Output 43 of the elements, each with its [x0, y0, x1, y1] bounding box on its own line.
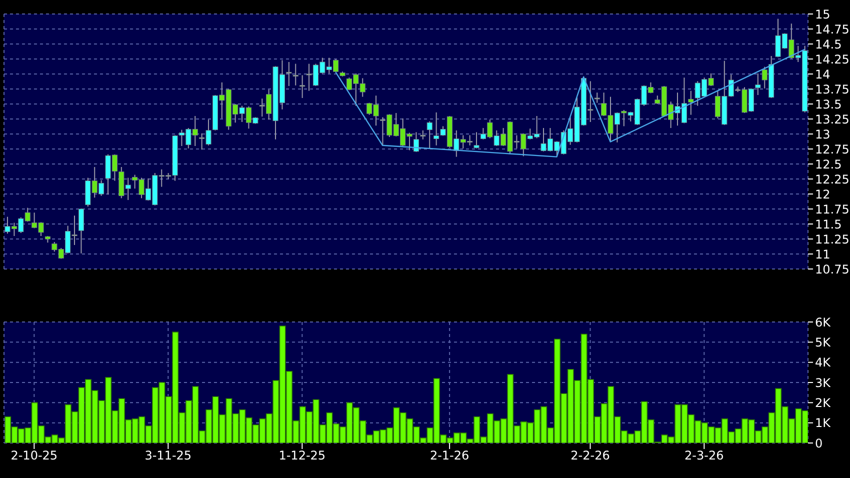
y-tick-label: 4K [815, 356, 832, 370]
y-tick-label: 15 [815, 7, 830, 22]
y-tick-label: 6K [815, 315, 832, 330]
x-tick-label: 2-10-25 [10, 448, 58, 463]
y-tick-label: 1K [815, 416, 832, 430]
y-tick-label: 11 [815, 247, 830, 262]
y-tick-label: 0 [815, 436, 823, 450]
y-tick-label: 14.75 [815, 22, 850, 36]
x-tick-label: 2-2-26 [570, 448, 610, 463]
candlestick [78, 208, 84, 254]
y-tick-label: 3K [815, 376, 832, 390]
y-tick-label: 14.5 [815, 37, 842, 52]
y-tick-label: 12.5 [815, 157, 842, 172]
candlestick [300, 74, 306, 98]
y-tick-label: 11.5 [815, 217, 842, 232]
y-tick-label: 14.25 [815, 52, 850, 66]
y-tick-label: 12 [815, 187, 830, 202]
x-tick-label: 1-12-25 [278, 448, 326, 463]
y-tick-label: 13.25 [815, 112, 850, 126]
candlestick [426, 120, 432, 149]
candlestick [474, 132, 480, 149]
x-tick-label: 3-11-25 [144, 448, 192, 463]
candlestick [688, 90, 694, 116]
y-tick-label: 12.25 [815, 172, 850, 186]
y-tick-label: 14 [815, 67, 830, 82]
y-tick-label: 5K [815, 335, 832, 350]
y-tick-label: 13.5 [815, 97, 842, 112]
candlestick [594, 92, 600, 104]
x-tick-label: 2-3-26 [684, 448, 724, 463]
y-tick-label: 12.75 [815, 142, 850, 156]
line-series [335, 48, 806, 158]
y-tick-label: 2K [815, 396, 832, 410]
y-tick-label: 10.75 [815, 262, 850, 276]
y-tick-label: 11.25 [815, 232, 850, 246]
x-tick-label: 2-1-26 [430, 448, 470, 463]
candlestick [755, 72, 761, 96]
candlestick [292, 63, 298, 86]
candlestick [286, 62, 292, 86]
y-tick-label: 13.75 [815, 82, 850, 96]
candlestick [434, 112, 440, 146]
y-tick-label: 13 [815, 127, 830, 142]
y-tick-label: 11.75 [815, 202, 850, 216]
candlestick [413, 132, 419, 152]
